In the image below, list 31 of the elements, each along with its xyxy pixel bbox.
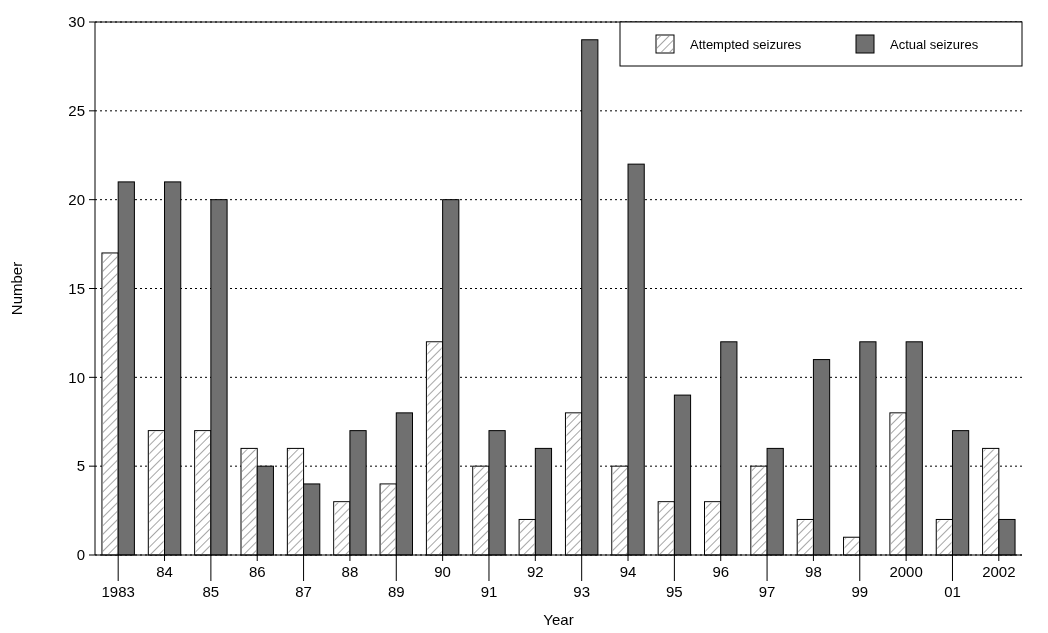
x-tick-label: 92: [526, 563, 544, 580]
legend-label: Actual seizures: [890, 36, 979, 52]
y-tick-label: 30: [68, 13, 85, 31]
x-tick-label: 1983: [101, 583, 135, 600]
legend-label: Attempted seizures: [690, 36, 802, 52]
x-tick-label: 85: [202, 583, 220, 600]
x-tick-label: 86: [248, 563, 266, 580]
x-axis-title: Year: [543, 611, 574, 628]
y-tick-label: 20: [68, 190, 85, 208]
x-tick-label: 94: [619, 563, 637, 580]
y-axis-title: Number: [8, 261, 25, 316]
y-tick-label: 10: [68, 368, 85, 386]
x-tick-label: 98: [805, 563, 822, 580]
x-tick-label: 90: [434, 563, 451, 580]
x-tick-label: 96: [712, 563, 730, 580]
y-tick-label: 0: [76, 546, 85, 564]
x-tick-label: 93: [573, 583, 591, 600]
y-tick-label: 25: [68, 102, 85, 120]
x-tick-label: 88: [341, 563, 359, 580]
x-tick-label: 89: [387, 583, 405, 600]
x-tick-label: 99: [851, 583, 869, 600]
x-tick-label: 95: [666, 583, 683, 600]
x-tick-label: 2000: [889, 563, 923, 580]
x-tick-label: 97: [758, 583, 776, 600]
y-tick-label: 5: [76, 457, 85, 475]
x-tick-label: 01: [944, 583, 961, 600]
x-tick-label: 87: [295, 583, 312, 600]
x-tick-label: 91: [480, 583, 498, 600]
y-tick-label: 15: [68, 279, 85, 297]
x-tick-label: 2002: [982, 563, 1016, 580]
x-tick-label: 84: [156, 563, 173, 580]
